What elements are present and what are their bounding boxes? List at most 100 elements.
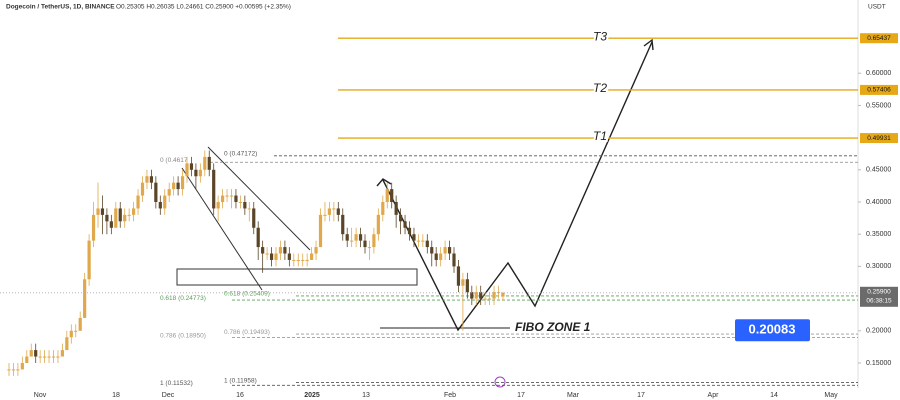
candle-body <box>301 259 305 261</box>
candle-body <box>372 234 376 248</box>
x-tick-label: Dec <box>162 392 175 399</box>
channel-line <box>181 167 263 291</box>
candle-body <box>474 292 478 299</box>
candle-body <box>87 240 91 280</box>
fib-label: 0.786 (0.18950) <box>160 332 206 339</box>
candle-body <box>434 253 438 260</box>
candle-body <box>332 208 336 210</box>
candle-body <box>390 189 394 202</box>
price-badge <box>860 33 898 44</box>
y-tick-label: 0.15000 <box>866 360 891 367</box>
y-tick-label: 0.20000 <box>866 328 891 335</box>
candle-body <box>501 292 505 297</box>
candle-body <box>229 195 234 197</box>
candle-body <box>483 298 487 300</box>
y-tick-label: 0.40000 <box>866 199 891 206</box>
candle-body <box>252 208 256 228</box>
candle-body <box>91 214 96 241</box>
price-badge-label: 0.49931 <box>867 135 891 142</box>
candle-body <box>203 156 207 170</box>
candle-body <box>350 240 354 242</box>
candle-body <box>341 214 345 235</box>
candle-body <box>470 292 474 299</box>
price-badge <box>860 133 898 144</box>
candle-body <box>154 182 158 202</box>
candle-body <box>274 253 278 260</box>
candle-body <box>238 201 242 203</box>
candle-body <box>283 247 287 254</box>
candle-body <box>132 208 136 215</box>
candle-body <box>176 182 180 190</box>
zone-badge-label: 0.20083 <box>749 322 796 337</box>
price-badge <box>860 84 898 95</box>
candle-body <box>488 298 492 300</box>
candle-body <box>100 208 105 215</box>
candle-body <box>256 227 260 248</box>
candle-body <box>479 292 483 299</box>
last-price-badge <box>860 286 898 307</box>
candle-body <box>461 279 465 286</box>
candle-body <box>172 182 176 190</box>
candle-body <box>78 317 82 331</box>
candle-body <box>149 176 153 183</box>
candle-body <box>207 156 211 170</box>
candle-body <box>492 292 496 299</box>
x-tick-label: 2025 <box>304 392 320 399</box>
candle-body <box>7 369 11 371</box>
candle-body <box>354 234 358 241</box>
y-tick-label: 0.45000 <box>866 167 891 174</box>
zone-badge <box>735 319 810 342</box>
candle-body <box>74 330 78 332</box>
candle-body <box>269 253 274 260</box>
x-tick-label: 13 <box>362 392 370 399</box>
fib-label: 0.618 (0.24773) <box>160 295 206 302</box>
fib-label: 1 (0.11958) <box>224 377 257 384</box>
y-tick-label: 0.60000 <box>866 70 891 77</box>
candle-body <box>385 189 389 202</box>
candle-body <box>11 369 16 371</box>
candle-body <box>447 247 452 254</box>
candle-body <box>127 214 131 216</box>
fib-label: 0.618 (0.25409) <box>224 291 270 298</box>
candle-body <box>314 247 318 254</box>
candle-body <box>158 201 162 209</box>
candle-body <box>327 208 331 215</box>
candle-body <box>456 266 461 286</box>
x-tick-label: 17 <box>637 392 645 399</box>
x-tick-label: 14 <box>770 392 778 399</box>
candle-body <box>16 369 20 371</box>
candle-body <box>123 214 127 222</box>
candle-body <box>118 208 122 222</box>
countdown: 06:38:15 <box>866 298 892 305</box>
candle-body <box>407 227 412 235</box>
candle-body <box>109 221 113 228</box>
candle-body <box>83 279 87 318</box>
candle-body <box>114 208 118 228</box>
projection-path <box>382 41 653 332</box>
fib-label: 0 (0.4617 <box>160 157 188 164</box>
candle-body <box>439 253 443 260</box>
candle-body <box>381 201 385 215</box>
candle-body <box>221 195 225 202</box>
candle-body <box>56 356 60 358</box>
candle-body <box>234 195 238 202</box>
candle-body <box>185 163 189 177</box>
price-badge-label: 0.57406 <box>867 87 891 94</box>
candle-body <box>29 350 33 357</box>
candle-body <box>216 201 220 209</box>
candle-body <box>243 201 247 209</box>
candle-body <box>25 356 29 363</box>
candle-body <box>425 240 429 248</box>
event-icon <box>494 376 506 388</box>
fib-label: 0 (0.47172) <box>224 151 257 158</box>
candle-body <box>278 247 283 254</box>
x-tick-label: Feb <box>444 392 456 399</box>
candle-body <box>47 356 51 358</box>
candle-body <box>34 350 38 357</box>
candle-body <box>416 240 420 242</box>
candle-body <box>323 214 327 216</box>
fib-label: 0.786 (0.19493) <box>224 329 270 336</box>
x-tick-label: Mar <box>567 392 580 399</box>
